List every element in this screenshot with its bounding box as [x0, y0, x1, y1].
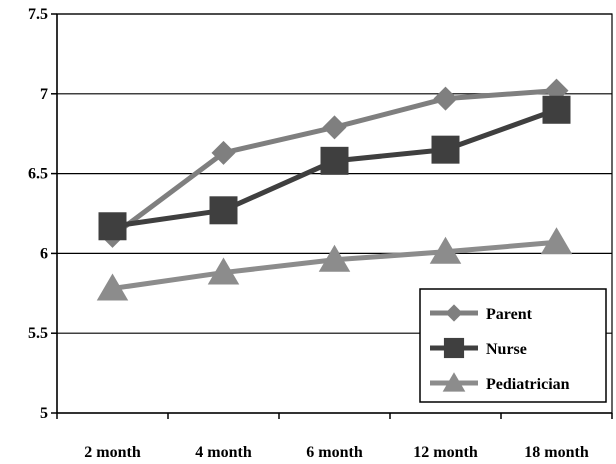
x-tick-label: 12 month: [413, 444, 478, 461]
triangle-marker: [318, 244, 351, 272]
square-marker: [542, 95, 571, 124]
legend-item-parent: Parent: [430, 304, 533, 323]
square-marker: [431, 135, 460, 164]
y-tick-label: 5: [40, 405, 48, 422]
series-group: [96, 78, 573, 301]
series-parent: [100, 78, 569, 248]
square-marker: [209, 196, 238, 225]
series-nurse: [98, 95, 571, 241]
square-marker: [98, 212, 127, 241]
triangle-marker: [442, 372, 466, 392]
triangle-marker: [207, 257, 240, 285]
y-tick-label: 6: [40, 245, 48, 262]
legend-label: Nurse: [486, 341, 527, 358]
y-axis-ticks: 5 5.5 6 6.5 7 7.5: [28, 6, 57, 422]
diamond-marker: [322, 115, 347, 140]
triangle-marker: [540, 227, 573, 255]
x-axis-ticks: 2 month 4 month 6 month 12 month 18 month: [56, 413, 613, 461]
y-tick-label: 6.5: [28, 166, 48, 183]
x-tick-label: 2 month: [84, 444, 141, 461]
x-tick-label: 6 month: [306, 444, 363, 461]
diamond-marker: [433, 86, 458, 111]
legend-label: Parent: [486, 306, 533, 323]
square-marker: [320, 146, 349, 175]
legend-item-nurse: Nurse: [430, 337, 527, 359]
triangle-marker: [96, 273, 129, 301]
series-pediatrician: [96, 227, 573, 301]
axes: [56, 13, 613, 414]
y-tick-label: 5.5: [28, 325, 48, 342]
diamond-marker: [445, 304, 463, 322]
y-tick-label: 7: [40, 86, 48, 103]
legend: Parent Nurse Pediatrician: [419, 288, 607, 403]
x-tick-label: 18 month: [524, 444, 589, 461]
diamond-marker: [211, 140, 236, 165]
legend-item-pediatrician: Pediatrician: [430, 372, 570, 393]
triangle-marker: [429, 236, 462, 264]
y-tick-label: 7.5: [28, 6, 48, 23]
x-tick-label: 4 month: [195, 444, 252, 461]
square-marker: [443, 337, 465, 359]
legend-label: Pediatrician: [486, 376, 570, 393]
